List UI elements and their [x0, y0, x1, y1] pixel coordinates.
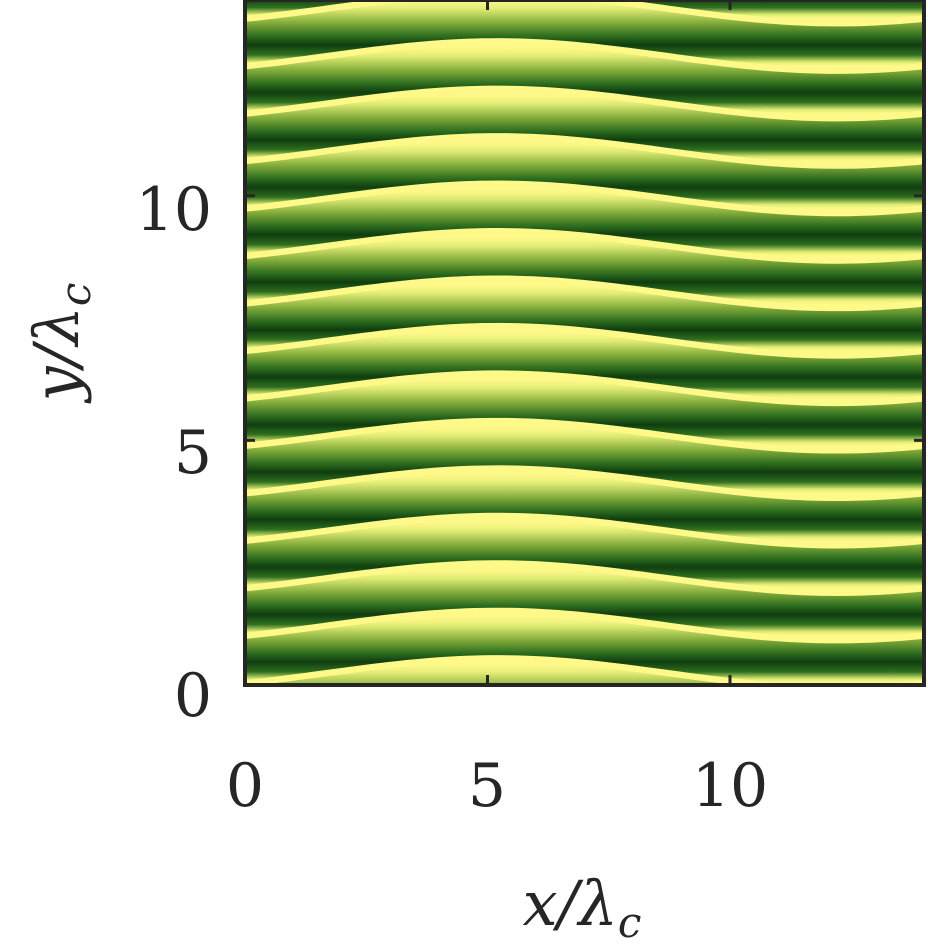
stripe-band: [245, 566, 924, 638]
stripe-band: [245, 0, 924, 21]
y-tick-label-10: 10: [136, 175, 212, 245]
x-tick-label-10: 10: [692, 751, 768, 821]
ticks: [243, 0, 924, 687]
stripe-band: [245, 424, 924, 495]
y-axis-label-main: y/λ: [20, 306, 93, 404]
stripe-band: [245, 281, 924, 353]
stripe-band: [245, 376, 924, 448]
stripe-band: [245, 329, 924, 400]
y-axis-label: y/λc: [20, 283, 100, 405]
y-axis-label-sub: c: [51, 283, 100, 307]
stripe-band: [245, 186, 924, 258]
x-axis-label-main: x/λ: [523, 867, 618, 940]
stripe-band: [257, 661, 737, 685]
y-tick-label-5: 5: [174, 418, 212, 488]
plot-area: [245, 0, 924, 685]
x-tick-label-5: 5: [468, 751, 506, 821]
stripe-band: [245, 471, 924, 543]
stripe-band: [245, 0, 924, 68]
stripe-band: [245, 139, 924, 210]
stripe-band: [245, 234, 924, 305]
stripe-band: [245, 519, 924, 590]
stripe-band: [245, 91, 924, 163]
x-tick-label-0: 0: [226, 751, 264, 821]
x-axis-label-sub: c: [618, 898, 642, 945]
y-tick-label-0: 0: [174, 661, 212, 731]
x-axis-label: x/λc: [523, 867, 642, 945]
stripe-band: [245, 614, 924, 685]
stripe-band: [245, 44, 924, 115]
axes-frame: [243, 0, 926, 687]
